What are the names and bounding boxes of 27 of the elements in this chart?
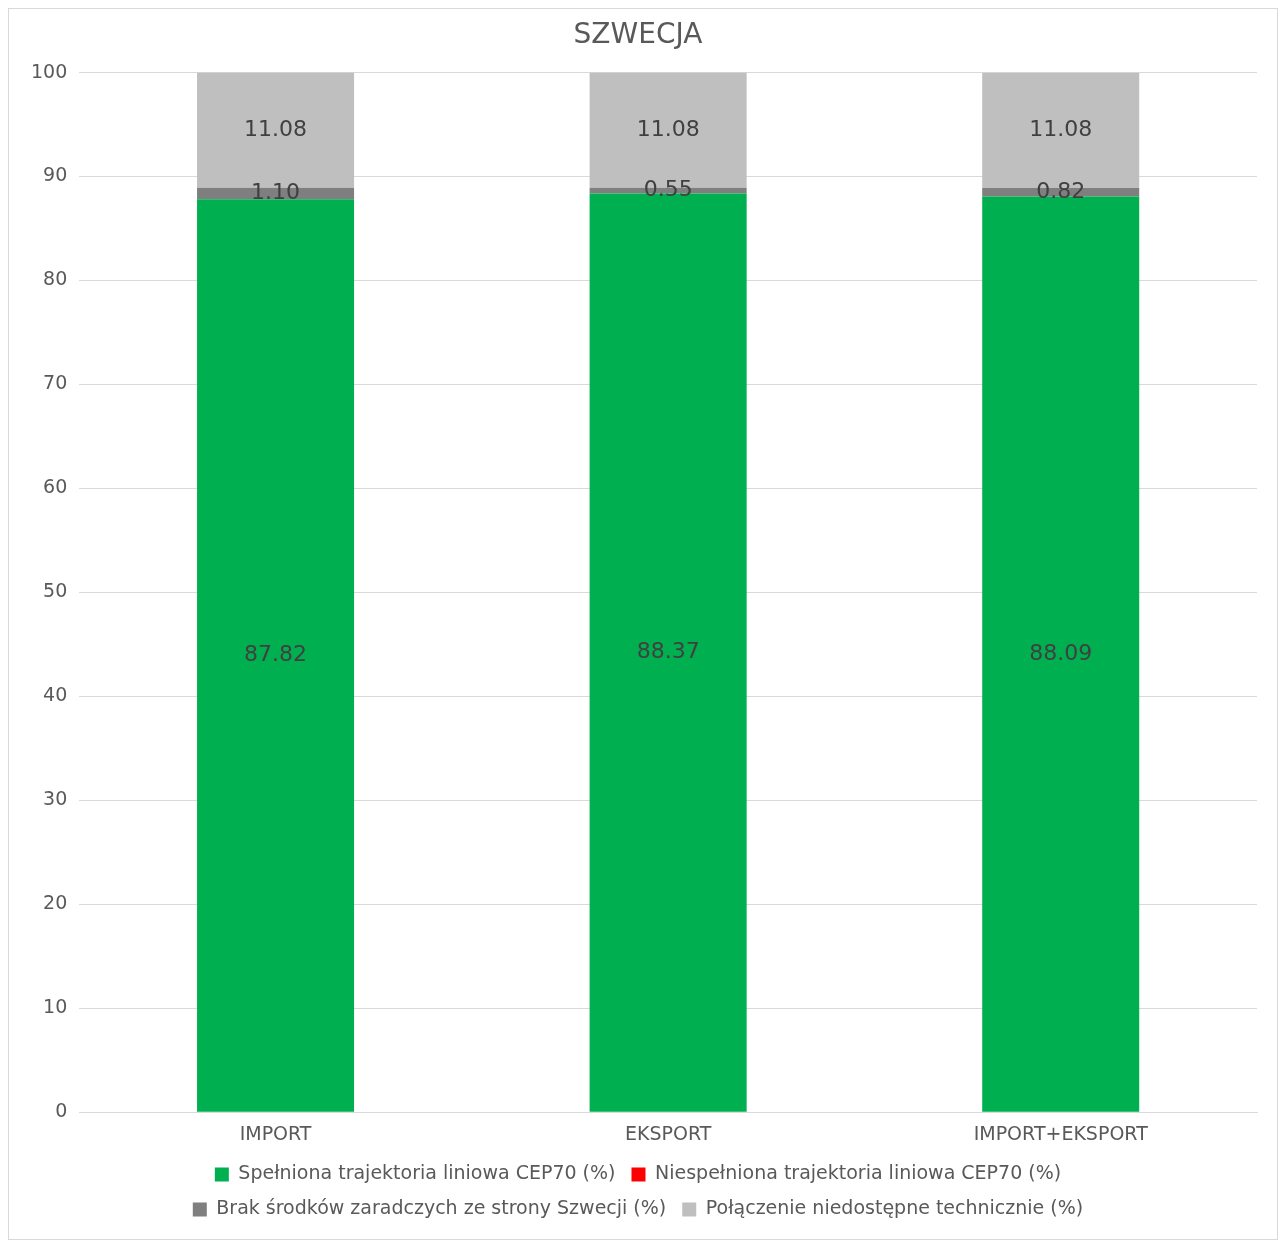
x-tick-label: IMPORT [239,1121,312,1144]
legend-label: Brak środków zaradczych ze strony Szwecji (%) [216,1196,667,1219]
y-tick-label: 100 [31,59,68,82]
data-label: 87.82 [244,641,308,667]
y-tick-label: 40 [43,683,68,706]
data-label: 11.08 [1029,116,1093,142]
y-tick-label: 20 [43,891,68,914]
data-label: 88.09 [1029,639,1093,665]
y-tick-label: 50 [43,579,68,602]
y-tick-label: 80 [43,267,68,290]
x-tick-label: IMPORT+EKSPORT [973,1121,1149,1144]
legend-label: Niespełniona trajektoria liniowa CEP70 (%) [654,1161,1062,1184]
chart-title: SZWECJA [573,17,703,51]
y-tick-label: 0 [55,1099,68,1122]
y-tick-label: 70 [43,371,68,394]
data-label: 11.08 [244,115,308,141]
data-label: 11.08 [636,115,700,141]
data-label: 88.37 [636,638,700,664]
legend-label: Połączenie niedostępne technicznie (%) [705,1196,1084,1219]
y-tick-label: 90 [43,163,68,186]
y-tick-label: 30 [43,787,68,810]
bar [197,199,355,1112]
bar [982,196,1140,1112]
y-tick-label: 10 [43,995,68,1018]
legend-label: Spełniona trajektoria liniowa CEP70 (%) [238,1161,616,1184]
x-tick-label: EKSPORT [624,1121,712,1144]
y-tick-label: 60 [43,475,68,498]
